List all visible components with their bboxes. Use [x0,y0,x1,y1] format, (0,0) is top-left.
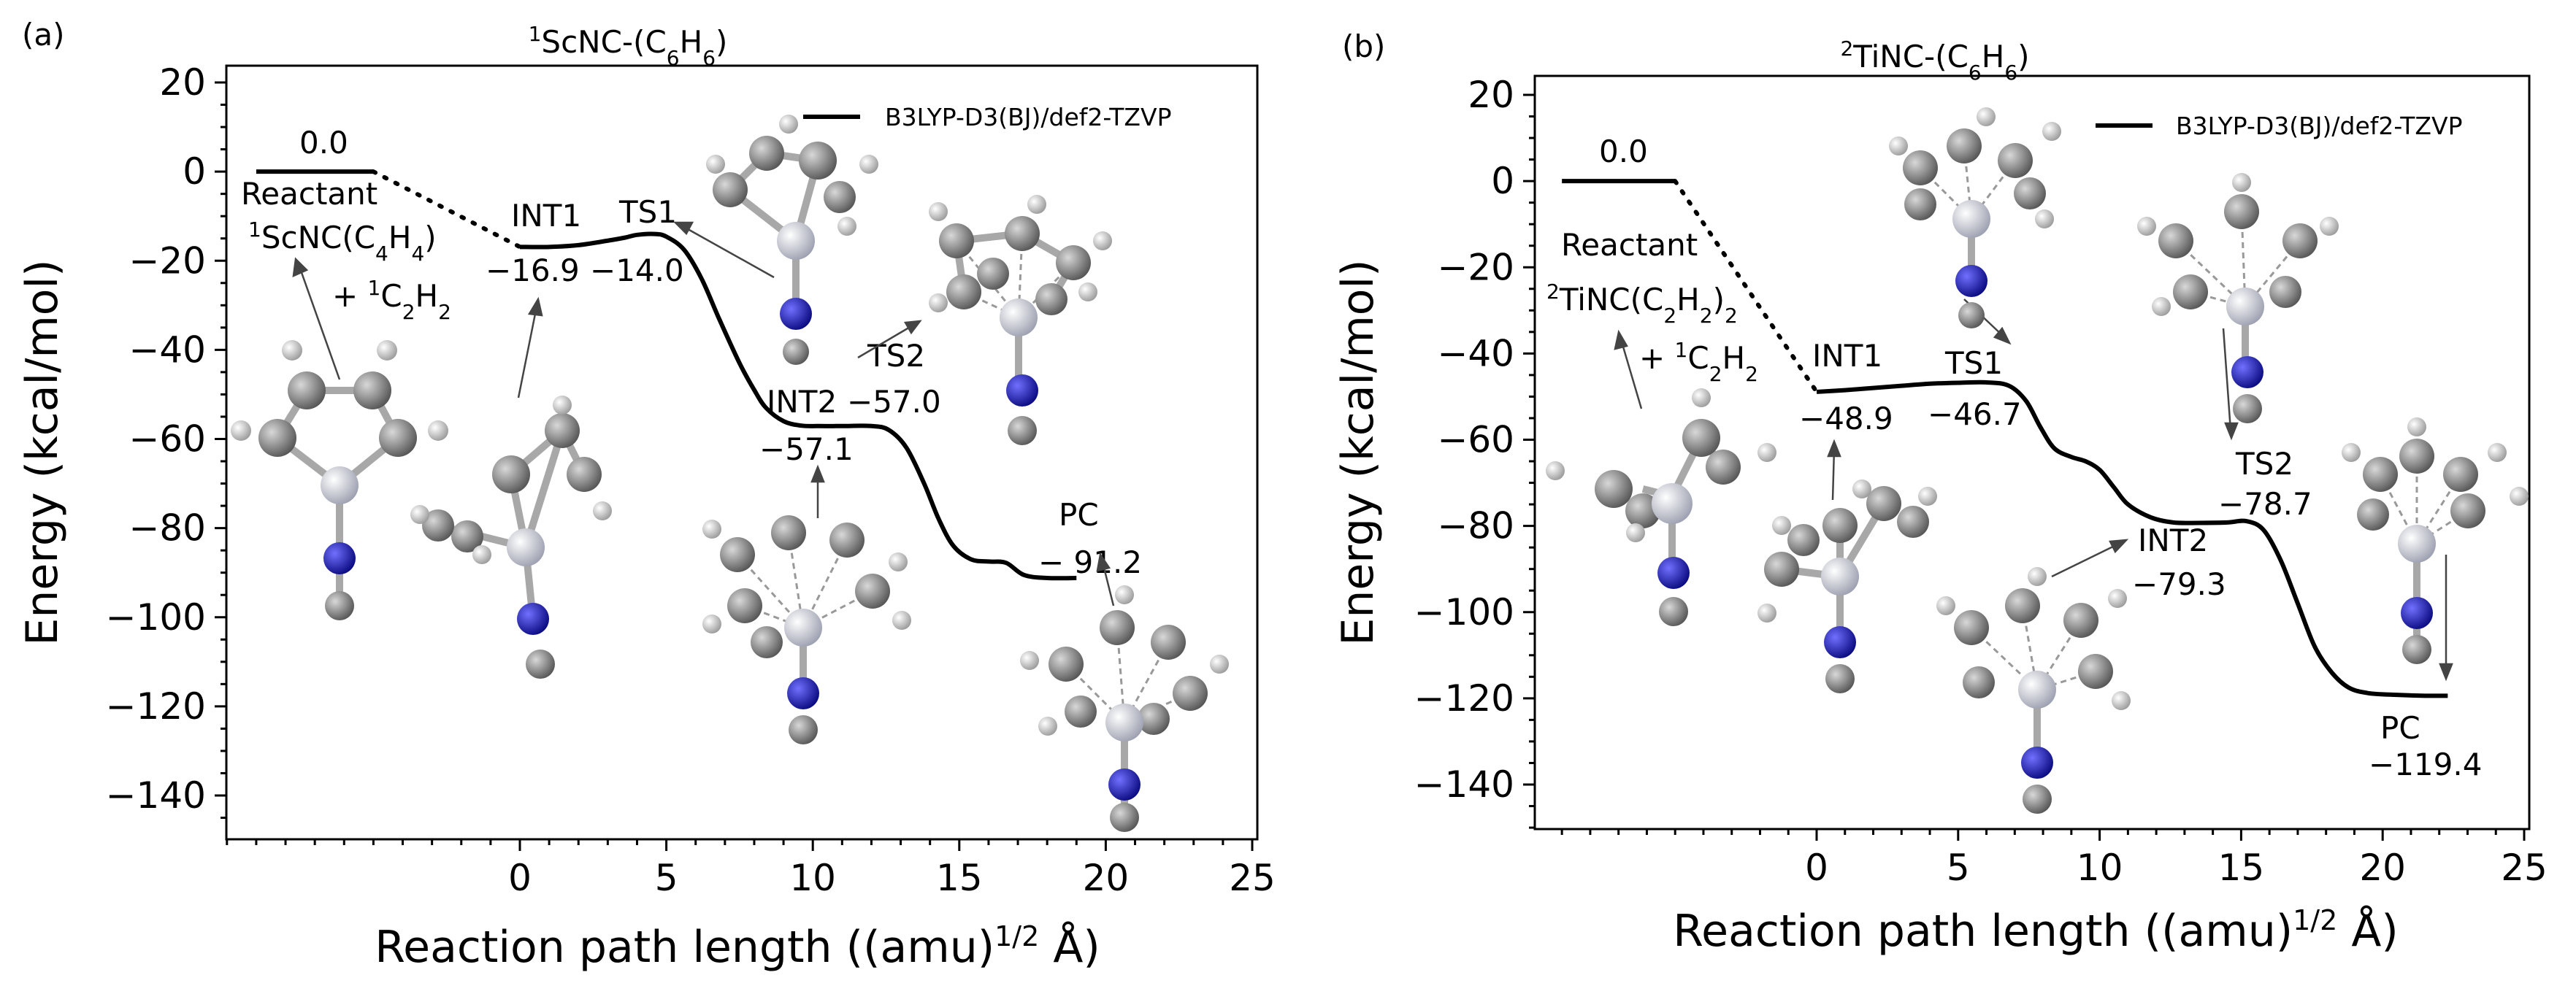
panel-b-ts2-label: TS2 [2235,446,2293,482]
panel-b-reactant-value: 0.0 [1599,134,1648,169]
panel-b-ytick-label: −20 [1437,246,1514,288]
panel-b-xtick-label: 10 [2077,847,2123,889]
panel-a-ts1-label: TS1 [618,194,677,230]
panel-b-molecule-ts1 [1889,107,2061,328]
panel-b-int1-energy: −48.9 [1799,401,1893,436]
panel-b-title: 2TiNC-(C6H6) [1840,36,2029,85]
panel-b-ts1-energy: −46.7 [1928,396,2022,432]
panel-b-molecule-int1 [1757,479,1937,693]
panel-a-molecule-ts2 [929,195,1112,445]
panel-b-plot-area [1533,74,2531,831]
panel-a-title: 1ScNC-(C6H6) [529,22,728,70]
panel-a-xlabel: Reaction path length ((amu)1/2 Å) [375,920,1100,973]
panel-b-xtick-label: 5 [1947,847,1970,889]
panel-a-xtick-label: 0 [508,857,532,899]
panel-b-molecule-pc [2342,417,2529,664]
panel-a-ytick-label: 20 [159,61,206,104]
panel-a-irc-curve [519,231,1077,581]
panel-b-molecule-ts2 [2137,173,2339,423]
panel-a-ytick-label: −140 [106,774,206,817]
panel-a-int1-label: INT1 [511,198,581,234]
panel-a-plot-area [225,64,1259,841]
panel-a-ytick-label: −20 [129,239,206,282]
panel-b-connector-dotted [1673,179,1819,394]
panel-a-reactant-formula: 1ScNC(C4H4) [248,217,437,266]
panel-b-ytick-label: 20 [1468,74,1514,116]
panel-a-ytick-label: −80 [129,507,206,550]
panel-a-int2-label: INT2 [767,384,837,420]
panel-a-pc-energy: − 91.2 [1038,544,1142,580]
panel-b-xlabel: Reaction path length ((amu)1/2 Å) [1673,904,2399,957]
panel-a-xtick-label: 25 [1229,857,1276,899]
panel-a-reactant-label: Reactant [241,176,377,212]
panel-a-ytick-label: −40 [129,328,206,371]
panel-a-molecule-int1 [410,396,612,679]
panel-a-ytick-label: −120 [106,685,206,728]
panel-a-xtick-label: 10 [789,857,836,899]
panel-a-xtick-label: 15 [936,857,983,899]
panel-a-int2-energy: −57.1 [759,431,854,467]
panel-a-int1-energy: −16.9 [486,253,580,288]
panel-a-legend-label: B3LYP-D3(BJ)/def2-TZVP [885,103,1172,131]
panel-b-reactant-partner: + 1C2H2 [1639,338,1758,386]
panel-b-ytick-label: −40 [1437,332,1514,374]
panel-a-connector-dotted [371,169,522,250]
panel-a-reactant-partner: + 1C2H2 [332,276,451,324]
panel-b-ytick-label: −140 [1414,763,1514,806]
panel-b-ylabel: Energy (kcal/mol) [1333,259,1384,645]
panel-b-reactant-label: Reactant [1561,227,1698,263]
panel-a-ylabel: Energy (kcal/mol) [17,259,68,645]
panel-a-ts2-energy: −57.0 [847,384,941,420]
panel-a-molecule-ts1 [706,115,878,365]
panel-b-ticks: 20 0 −20 −40 −60 −80 −100 −120 −140 0 5 10 15 20 25 [1414,74,2548,889]
panel-a-xtick-label: 20 [1083,857,1130,899]
panel-a-ticks: 20 0 −20 −40 −60 −80 −100 −120 −140 0 5 10 15 20 25 [106,61,1276,899]
panel-a-ts1-energy: −14.0 [590,253,684,288]
panel-b-reactant-formula: 2TiNC(C2H2)2 [1546,280,1738,328]
panel-b-ts2-energy: −78.7 [2218,486,2312,522]
panel-b-pc-label: PC [2380,710,2420,746]
panel-b-molecule-reactant [1546,388,1776,626]
panel-a-label: (a) [22,17,65,53]
panel-b-xtick-label: 20 [2359,847,2406,889]
panel-a-ytick-label: 0 [183,150,206,193]
panel-b-int2-label: INT2 [2138,523,2208,558]
panel-a-arrows [292,221,1115,606]
panel-a-reactant-value: 0.0 [299,125,348,161]
panel-b-arrows [1614,298,2453,682]
panel-b-ts1-label: TS1 [1944,345,2003,381]
panel-a-ytick-label: −100 [106,596,206,639]
panel-b-molecule-int2 [1936,567,2131,814]
panel-b-pc-energy: −119.4 [2369,747,2482,782]
panel-b-label: (b) [1342,28,1385,64]
panel-a-molecule-pc [1020,585,1229,832]
panel-b-ytick-label: −80 [1437,505,1514,547]
panel-a-pc-label: PC [1059,497,1099,533]
panel-a-ts2-label: TS2 [867,338,925,374]
panel-b-ytick-label: −60 [1437,419,1514,461]
panel-b-int1-label: INT1 [1812,338,1882,374]
panel-b: (b) 2TiNC-(C6H6) 20 0 −20 −40 −60 −80 −100 −120… [1333,28,2548,957]
panel-b-xtick-label: 15 [2218,847,2265,889]
panel-b-ytick-label: 0 [1491,160,1514,202]
panel-b-irc-curve [1816,380,2448,698]
panel-b-legend-label: B3LYP-D3(BJ)/def2-TZVP [2176,112,2463,140]
panel-a: (a) 1ScNC-(C6H6) 20 0 −20 −40 −60 −80 −100 −120… [17,17,1276,973]
panel-a-molecule-reactant [231,340,448,620]
panel-b-ytick-label: −100 [1414,591,1514,633]
panel-a-xtick-label: 5 [655,857,678,899]
panel-a-ytick-label: −60 [129,418,206,461]
panel-a-molecule-int2 [702,515,911,744]
panel-b-xtick-label: 0 [1805,847,1828,889]
panel-b-int2-energy: −79.3 [2132,566,2226,602]
panel-b-xtick-label: 25 [2501,847,2548,889]
panel-b-ytick-label: −120 [1414,677,1514,720]
